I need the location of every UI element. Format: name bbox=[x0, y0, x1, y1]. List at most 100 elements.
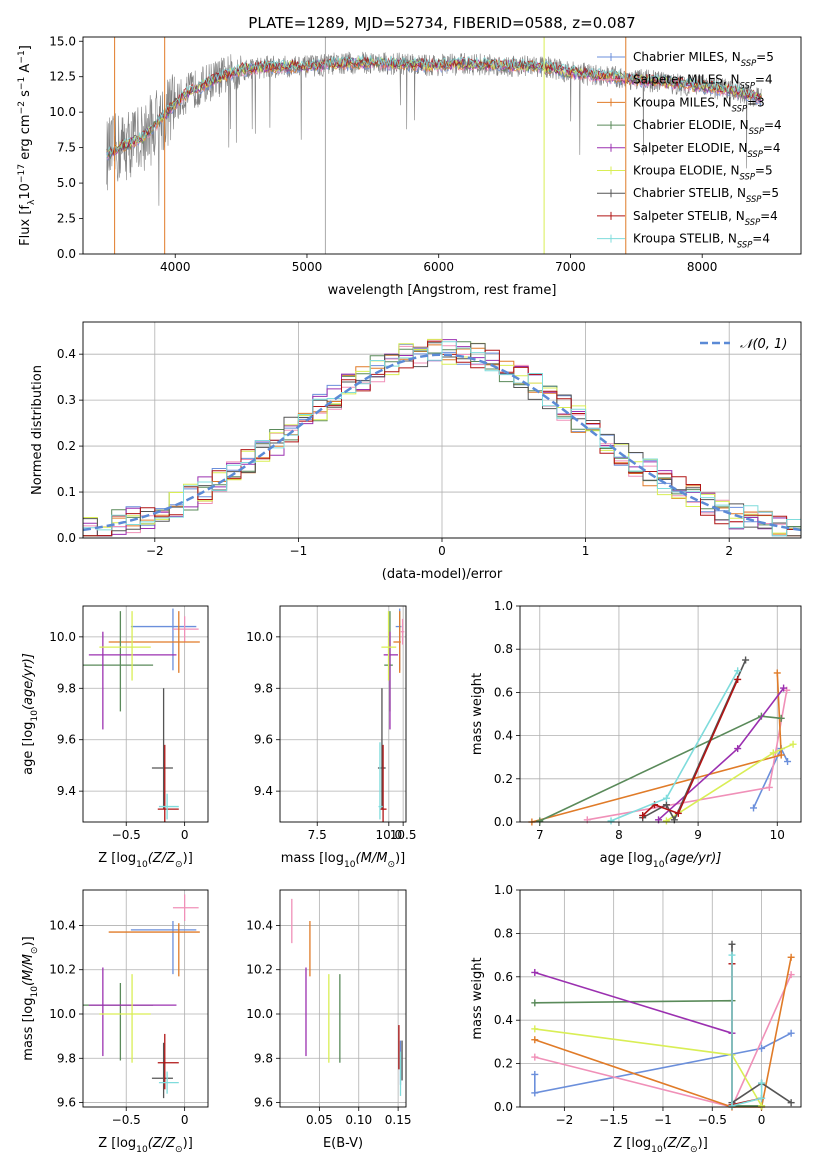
age_vs_mass-xlabel-part: mass [log bbox=[281, 851, 344, 866]
residuals-xtick-label: 1 bbox=[582, 544, 590, 558]
weight_vs_Z-xtick-label: −1.5 bbox=[599, 1113, 628, 1127]
weight_vs_Z-ytick-label: 0.6 bbox=[494, 970, 513, 984]
residuals-xtick-label: −1 bbox=[290, 544, 308, 558]
mass_vs_EBV-ytick-label: 9.8 bbox=[254, 1051, 273, 1065]
weight_vs_age-xlabel-part: (age/yr)] bbox=[664, 851, 721, 866]
weight_vs_age-xtick-label: 9 bbox=[694, 828, 702, 842]
mass_vs_EBV-xlabel: E(B-V) bbox=[323, 1136, 363, 1151]
mass_vs_Z-ylabel-part: (M/M bbox=[21, 954, 36, 986]
legend-entry: Salpeter ELODIE, NSSP=4 bbox=[633, 141, 781, 159]
legend-entry: Kroupa STELIB, NSSP=4 bbox=[633, 232, 770, 250]
residuals-xtick-label: −2 bbox=[146, 544, 164, 558]
spectrum-ylabel-part: −2 bbox=[17, 101, 27, 114]
age_vs_Z-xlabel: Z [log10(Z/Z⊙)] bbox=[98, 851, 193, 870]
legend-entry: Salpeter STELIB, NSSP=4 bbox=[633, 209, 778, 227]
weight_vs_age-xlabel-part: 10 bbox=[653, 860, 665, 870]
legend-entry-label: Kroupa ELODIE, N bbox=[633, 164, 740, 178]
age_vs_Z-xlabel-part: )] bbox=[183, 851, 193, 866]
mass_vs_Z-xlabel-part: (Z/Z bbox=[148, 1136, 176, 1151]
legend-entry-count: =4 bbox=[760, 209, 778, 223]
age_vs_Z-frame bbox=[82, 605, 209, 823]
residuals-xlabel: (data-model)/error bbox=[382, 567, 503, 582]
weight_vs_age-xlabel-part: age [log bbox=[600, 851, 653, 866]
mass_vs_Z-ytick-label: 9.8 bbox=[57, 1051, 76, 1065]
weight_vs_age-series-line bbox=[642, 679, 739, 817]
weight_vs_Z-xlabel-part: Z [log bbox=[613, 1136, 651, 1151]
spectrum-ylabel: Flux [fλ10−17 erg cm−2 s−1 A−1] bbox=[17, 45, 37, 246]
spectrum-xtick-label: 5000 bbox=[292, 260, 323, 274]
spectrum-ytick-label: 5.0 bbox=[57, 176, 76, 190]
weight_vs_Z-xlabel: Z [log10(Z/Z⊙)] bbox=[613, 1136, 708, 1155]
mass_vs_EBV-frame bbox=[279, 889, 407, 1108]
spectrum-ylabel-part: −1 bbox=[17, 50, 27, 63]
legend-entry: Chabrier ELODIE, NSSP=4 bbox=[633, 118, 782, 136]
spectrum-ylabel-part: ] bbox=[18, 45, 33, 50]
weight_vs_Z-ytick-label: 0.4 bbox=[494, 1013, 513, 1027]
spectrum-panel: 4000 5000 6000 7000 8000 0.0 2.5 5.0 7.5 10.0 12.5… bbox=[17, 34, 802, 298]
age_vs_Z-xlabel-part: Z [log bbox=[98, 851, 136, 866]
legend-entry-sub: SSP bbox=[732, 103, 748, 113]
weight_vs_Z-ylabel: mass weight bbox=[470, 957, 485, 1039]
legend-entry: Chabrier STELIB, NSSP=5 bbox=[633, 186, 779, 204]
residuals-xtick-label: 0 bbox=[438, 544, 446, 558]
legend-entry-label: Chabrier STELIB, N bbox=[633, 186, 746, 200]
weight_vs_age-plot-area bbox=[528, 656, 797, 826]
weight_vs_Z-xlabel-part: 10 bbox=[651, 1145, 663, 1155]
age_vs_mass-xlabel-part: )] bbox=[395, 851, 405, 866]
weight_vs_age-xtick-label: 7 bbox=[536, 828, 544, 842]
mass_vs_Z-ylabel-part: )] bbox=[21, 936, 36, 946]
age_vs_Z-ylabel-part: (age/yr)] bbox=[21, 653, 36, 710]
legend-entry-count: =3 bbox=[747, 95, 765, 109]
mass_vs_Z-xlabel-part: )] bbox=[183, 1136, 193, 1151]
age_vs_Z-ytick-label: 9.4 bbox=[57, 784, 76, 798]
spectrum-frame bbox=[82, 36, 802, 255]
weight_vs_Z-series-line bbox=[534, 971, 733, 1034]
legend-entry-sub: SSP bbox=[737, 240, 753, 250]
legend-entry-sub: SSP bbox=[740, 81, 756, 91]
mass_vs_Z-ylabel-part: 10 bbox=[30, 986, 40, 998]
age_vs_mass-xlabel-part: 10 bbox=[344, 860, 356, 870]
age_vs_Z-plot-area bbox=[83, 608, 200, 822]
mass_vs_EBV-ytick-label: 10.0 bbox=[246, 1007, 273, 1021]
residual-histogram bbox=[83, 343, 801, 537]
spectrum-model-line bbox=[106, 54, 762, 158]
spectrum-ylabel-part: λ bbox=[27, 199, 37, 205]
spectrum-model-line bbox=[106, 57, 762, 159]
mass_vs_Z-ylabel-part: mass [log bbox=[21, 998, 36, 1061]
age_vs_mass-plot-area bbox=[377, 608, 405, 822]
spectrum-ylabel-part: Flux [f bbox=[18, 205, 33, 246]
mass_vs_Z-xlabel: Z [log10(Z/Z⊙)] bbox=[98, 1136, 193, 1155]
residuals-ylabel: Normed distribution bbox=[30, 365, 45, 495]
age_vs_mass-xlabel-part: (M/M bbox=[356, 851, 388, 866]
weight_vs_age-series-line bbox=[642, 659, 747, 822]
weight_vs_Z-xtick-label: −2 bbox=[556, 1113, 574, 1127]
legend-entry-label: Salpeter STELIB, N bbox=[633, 209, 745, 223]
age_vs_Z-ytick-label: 9.6 bbox=[57, 733, 76, 747]
spectrum-xtick-label: 8000 bbox=[687, 260, 718, 274]
spectrum-ytick-label: 10.0 bbox=[49, 105, 76, 119]
weight_vs_age-ytick-label: 0.4 bbox=[494, 729, 513, 743]
residuals-ytick-label: 0.0 bbox=[57, 531, 76, 545]
legend-entry: Chabrier MILES, NSSP=5 bbox=[633, 50, 774, 68]
spectrum-ylabel-part: 10 bbox=[18, 183, 33, 200]
mass_vs_Z-frame bbox=[82, 889, 209, 1108]
mass_vs_Z-xlabel-part: 10 bbox=[136, 1145, 148, 1155]
spectrum-ytick-label: 7.5 bbox=[57, 141, 76, 155]
weight_vs_Z-frame bbox=[519, 889, 802, 1108]
weight_vs_age-ytick-label: 0.2 bbox=[494, 772, 513, 786]
weight_vs_Z-series-line bbox=[731, 955, 763, 1107]
age_vs_Z-xtick-label: 0 bbox=[181, 828, 189, 842]
weight_vs_Z-series-line bbox=[534, 1032, 792, 1094]
legend-entry-label: Salpeter ELODIE, N bbox=[633, 141, 747, 155]
legend-entry: Kroupa MILES, NSSP=3 bbox=[633, 95, 765, 113]
weight_vs_Z-ytick-label: 0.2 bbox=[494, 1057, 513, 1071]
legend-entry-label: Salpeter MILES, N bbox=[633, 73, 740, 87]
legend-entry-count: =4 bbox=[763, 141, 781, 155]
age_vs_mass-xtick-label: 10.0 bbox=[375, 828, 402, 842]
weight_vs_age-ytick-label: 0.6 bbox=[494, 685, 513, 699]
spectrum-xtick-label: 6000 bbox=[423, 260, 454, 274]
legend-entry-count: =5 bbox=[761, 186, 779, 200]
